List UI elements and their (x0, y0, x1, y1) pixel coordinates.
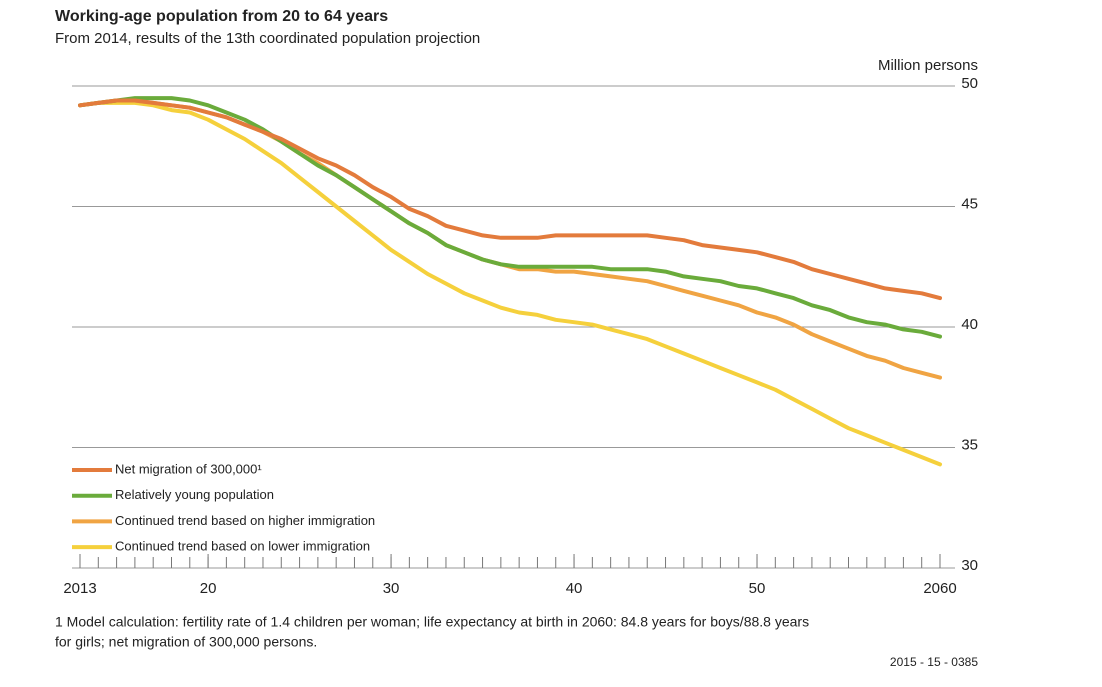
x-tick-label: 30 (383, 580, 400, 597)
x-tick-label: 40 (566, 580, 583, 597)
y-tick-label: 35 (961, 436, 978, 453)
y-tick-label: 30 (961, 557, 978, 574)
legend-label: Continued trend based on lower immigrati… (115, 539, 370, 554)
legend-label: Relatively young population (115, 487, 274, 502)
x-tick-label: 50 (749, 580, 766, 597)
chart-title: Working-age population from 20 to 64 yea… (55, 8, 388, 25)
y-tick-label: 50 (961, 75, 978, 92)
legend-label: Continued trend based on higher immigrat… (115, 513, 375, 528)
x-tick-label: 2013 (63, 580, 96, 597)
footnote: 1 Model calculation: fertility rate of 1… (55, 614, 809, 630)
y-tick-label: 40 (961, 316, 978, 333)
x-tick-label: 2060 (923, 580, 956, 597)
series-line (78, 98, 942, 301)
legend-label: Net migration of 300,000¹ (115, 461, 262, 476)
chart-subtitle: From 2014, results of the 13th coordinat… (55, 30, 480, 47)
y-tick-label: 45 (961, 195, 978, 212)
y-axis-label: Million persons (878, 57, 978, 74)
x-tick-label: 20 (200, 580, 217, 597)
footnote: for girls; net migration of 300,000 pers… (55, 634, 317, 650)
source: 2015 - 15 - 0385 (890, 655, 978, 669)
series-line (78, 96, 942, 339)
series-line (78, 100, 942, 467)
